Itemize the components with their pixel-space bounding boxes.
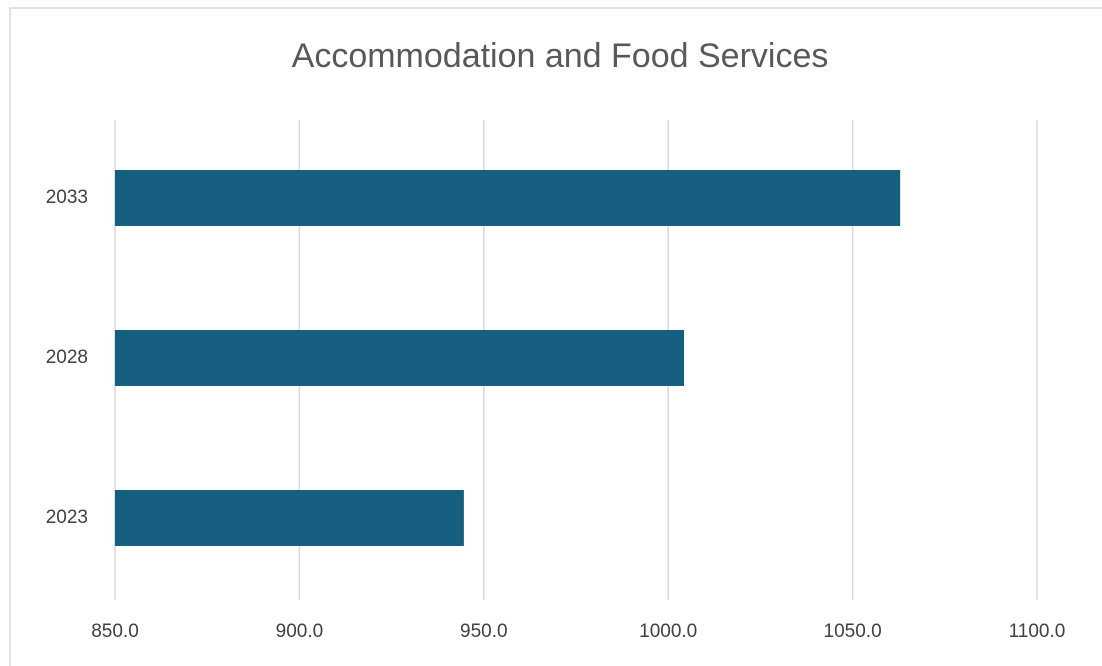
- x-tick-label: 900.0: [276, 621, 324, 642]
- x-tick-label: 1000.0: [639, 621, 697, 642]
- x-tick-label: 1050.0: [824, 621, 882, 642]
- chart-title: Accommodation and Food Services: [292, 37, 829, 75]
- y-tick-label: 2028: [46, 347, 88, 368]
- x-tick-label: 950.0: [460, 621, 508, 642]
- x-tick-label: 850.0: [91, 621, 139, 642]
- chart-border: [9, 7, 1102, 666]
- y-tick-label: 2033: [46, 187, 88, 208]
- bar: [115, 170, 901, 226]
- bar: [115, 490, 464, 546]
- bar: [115, 330, 685, 386]
- x-tick-label: 1100.0: [1009, 621, 1066, 642]
- y-tick-label: 2023: [46, 507, 88, 528]
